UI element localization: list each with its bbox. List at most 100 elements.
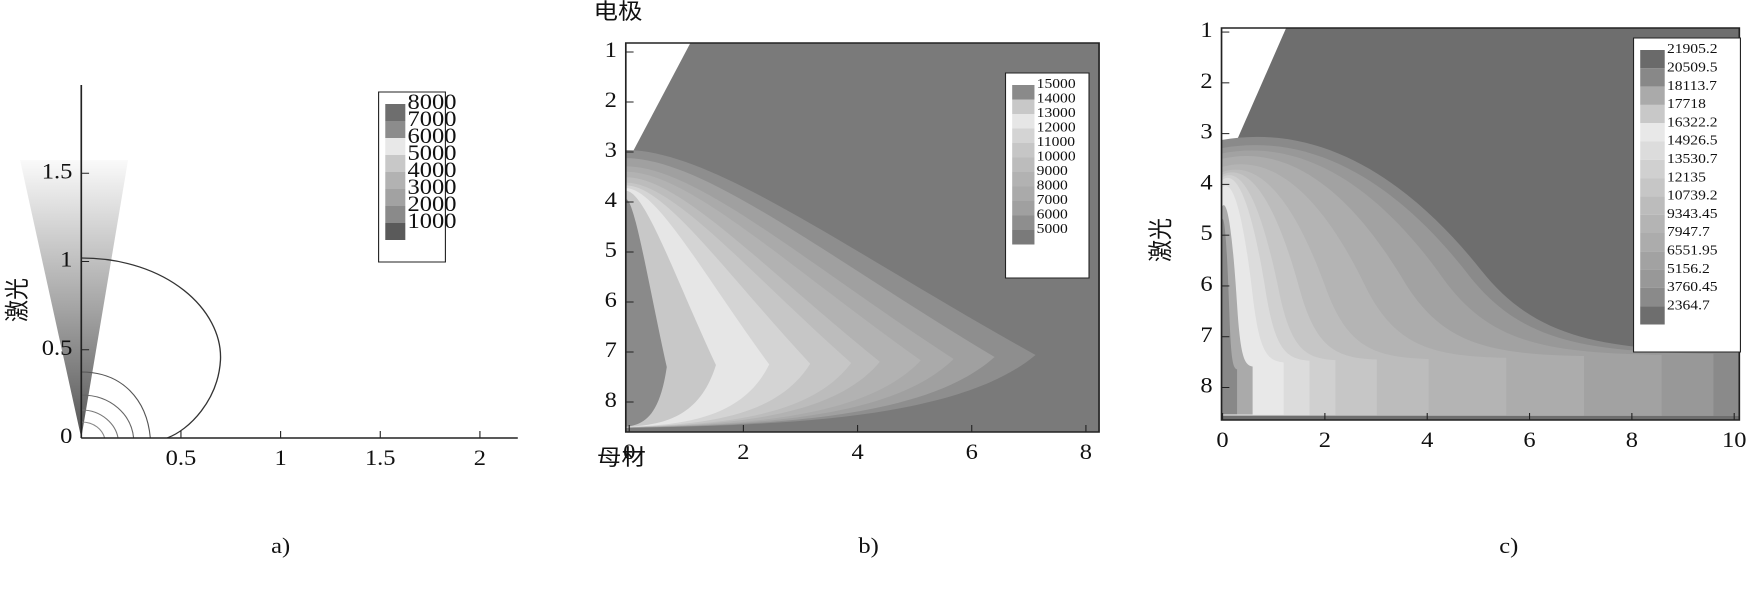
contour-line bbox=[81, 421, 106, 439]
x-tick-label: 8 bbox=[1080, 440, 1092, 465]
legend-swatch bbox=[385, 206, 406, 223]
contour-region bbox=[1221, 218, 1238, 415]
legend-label: 2000 bbox=[408, 192, 457, 217]
legend-swatch bbox=[1012, 230, 1035, 245]
x-tick-label: 4 bbox=[851, 440, 864, 465]
laser-beam bbox=[20, 160, 129, 438]
y-tick-label: 7 bbox=[605, 338, 617, 363]
legend-label: 7000 bbox=[1037, 193, 1068, 208]
legend-swatch bbox=[1640, 233, 1665, 252]
bottom-label: 母材 bbox=[597, 446, 646, 471]
legend-label: 9000 bbox=[1037, 164, 1068, 179]
y-axis-label: 激光 bbox=[1148, 218, 1175, 262]
contour-line bbox=[81, 257, 222, 439]
legend-swatch bbox=[1012, 85, 1035, 100]
y-tick-label: 3 bbox=[605, 138, 617, 163]
y-tick-label: 6 bbox=[605, 288, 617, 313]
y-tick-label: 1 bbox=[60, 248, 72, 273]
legend-label: 11000 bbox=[1037, 135, 1075, 150]
y-tick-label: 0 bbox=[60, 424, 72, 449]
legend-label: 15000 bbox=[1037, 77, 1076, 92]
x-tick-label: 0.5 bbox=[166, 446, 197, 471]
legend-swatch bbox=[1640, 159, 1665, 179]
y-tick-label: 2 bbox=[1200, 69, 1212, 94]
y-tick-label: 5 bbox=[1200, 221, 1212, 246]
legend-swatch bbox=[1640, 251, 1665, 270]
x-tick-label: 10 bbox=[1722, 428, 1746, 453]
legend-swatch bbox=[385, 172, 406, 189]
legend-label: 12000 bbox=[1037, 120, 1076, 135]
legend-swatch bbox=[1640, 214, 1665, 233]
y-tick-label: 0.5 bbox=[42, 336, 73, 361]
x-tick-label: 2 bbox=[737, 440, 749, 465]
legend-label: 8000 bbox=[1037, 178, 1068, 193]
legend-label: 5156.2 bbox=[1667, 261, 1710, 276]
y-tick-label: 7 bbox=[1200, 323, 1212, 348]
legend-swatch bbox=[1640, 123, 1665, 142]
legend-label: 7000 bbox=[408, 107, 457, 132]
legend-label: 14926.5 bbox=[1667, 133, 1718, 148]
legend-swatch bbox=[1012, 186, 1035, 201]
legend-label: 4000 bbox=[408, 158, 457, 183]
legend-swatch bbox=[1012, 157, 1035, 172]
legend-swatch bbox=[1640, 50, 1665, 69]
legend-label: 13000 bbox=[1037, 106, 1076, 121]
legend-label: 1000 bbox=[408, 209, 457, 234]
legend-swatch bbox=[385, 104, 406, 121]
top-label: 电极 bbox=[594, 0, 643, 25]
y-tick-label: 6 bbox=[1200, 272, 1212, 297]
legend-label: 6000 bbox=[408, 124, 457, 149]
legend-label: 5000 bbox=[408, 141, 457, 166]
legend-swatch bbox=[1640, 269, 1665, 288]
legend-label: 10000 bbox=[1037, 149, 1076, 164]
contour-line bbox=[81, 409, 119, 439]
legend-label: 8000 bbox=[408, 90, 457, 115]
legend-label: 13530.7 bbox=[1667, 152, 1718, 167]
x-tick-label: 6 bbox=[1523, 428, 1535, 453]
caption: b) bbox=[858, 534, 878, 559]
legend-label: 20509.5 bbox=[1667, 60, 1718, 75]
legend-swatch bbox=[1640, 86, 1665, 105]
x-tick-label: 6 bbox=[966, 440, 978, 465]
legend-swatch bbox=[385, 138, 406, 155]
legend-label: 10739.2 bbox=[1667, 188, 1718, 203]
legend-label: 2364.7 bbox=[1667, 298, 1710, 313]
legend-label: 3760.45 bbox=[1667, 280, 1718, 295]
y-tick-label: 4 bbox=[605, 188, 618, 213]
legend-swatch bbox=[385, 155, 406, 172]
y-tick-label: 1 bbox=[605, 38, 617, 63]
y-tick-label: 4 bbox=[1200, 171, 1213, 196]
caption: a) bbox=[271, 534, 290, 559]
legend-swatch bbox=[1640, 104, 1665, 124]
legend-label: 14000 bbox=[1037, 91, 1076, 106]
contour-region bbox=[625, 198, 667, 427]
legend-swatch bbox=[1640, 178, 1665, 197]
legend-swatch bbox=[1012, 128, 1035, 143]
caption: c) bbox=[1499, 534, 1518, 559]
legend-swatch bbox=[1012, 114, 1035, 129]
legend-swatch bbox=[1012, 172, 1035, 187]
y-tick-label: 1.5 bbox=[42, 159, 73, 184]
y-axis-label: 激光 bbox=[5, 278, 32, 322]
x-tick-label: 0 bbox=[1216, 428, 1228, 453]
legend-label: 5000 bbox=[1037, 222, 1068, 237]
x-tick-label: 2 bbox=[1319, 428, 1331, 453]
y-tick-label: 8 bbox=[1200, 374, 1212, 399]
legend-swatch bbox=[1012, 99, 1035, 114]
legend-label: 7947.7 bbox=[1667, 225, 1710, 240]
y-tick-label: 5 bbox=[605, 238, 617, 263]
legend-label: 3000 bbox=[408, 175, 457, 200]
x-tick-label: 4 bbox=[1421, 428, 1434, 453]
legend-label: 16322.2 bbox=[1667, 115, 1718, 130]
legend-label: 6000 bbox=[1037, 207, 1068, 222]
legend-swatch bbox=[385, 189, 406, 206]
y-tick-label: 1 bbox=[1200, 18, 1212, 43]
legend-swatch bbox=[1012, 143, 1035, 158]
legend-swatch bbox=[385, 223, 406, 240]
legend-swatch bbox=[1640, 68, 1665, 87]
legend-swatch bbox=[1012, 215, 1035, 230]
contour-line bbox=[81, 394, 135, 439]
legend-swatch bbox=[1640, 306, 1665, 325]
legend-label: 9343.45 bbox=[1667, 207, 1718, 222]
